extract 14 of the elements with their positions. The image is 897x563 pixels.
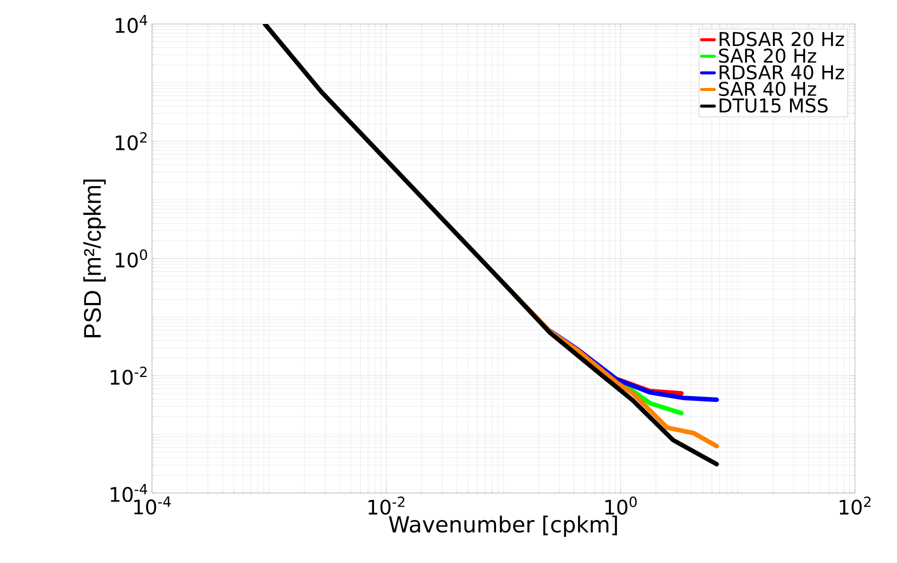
legend-label: RDSAR 20 Hz bbox=[720, 32, 844, 46]
x-tick-label: 10$^{2}$ bbox=[840, 496, 871, 515]
x-tick-label: 10$^{-2}$ bbox=[368, 496, 404, 515]
x-tick-label: 10$^{0}$ bbox=[605, 496, 637, 515]
y-tick-label: 10$^{-2}$ bbox=[110, 366, 147, 385]
legend-label: SAR 40 Hz bbox=[719, 82, 816, 96]
legend-label: RDSAR 40 Hz bbox=[720, 65, 844, 80]
y-axis-title: PSD [m²/cpkm] bbox=[83, 180, 106, 338]
y-tick-label: 10$^{0}$ bbox=[116, 249, 148, 268]
legend-label: DTU15 MSS bbox=[720, 98, 828, 113]
y-tick-label: 10$^{4}$ bbox=[116, 14, 148, 34]
x-axis-title: Wavenumber [cpkm] bbox=[388, 516, 617, 537]
y-tick-label: 10$^{2}$ bbox=[116, 132, 147, 150]
legend-label: SAR 20 Hz bbox=[719, 48, 816, 63]
